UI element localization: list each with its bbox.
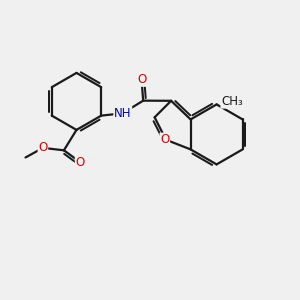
Text: O: O [76, 156, 85, 170]
Text: NH: NH [114, 107, 131, 120]
Text: O: O [137, 73, 146, 86]
Text: O: O [160, 133, 170, 146]
Text: O: O [38, 141, 47, 154]
Text: CH₃: CH₃ [221, 95, 243, 108]
